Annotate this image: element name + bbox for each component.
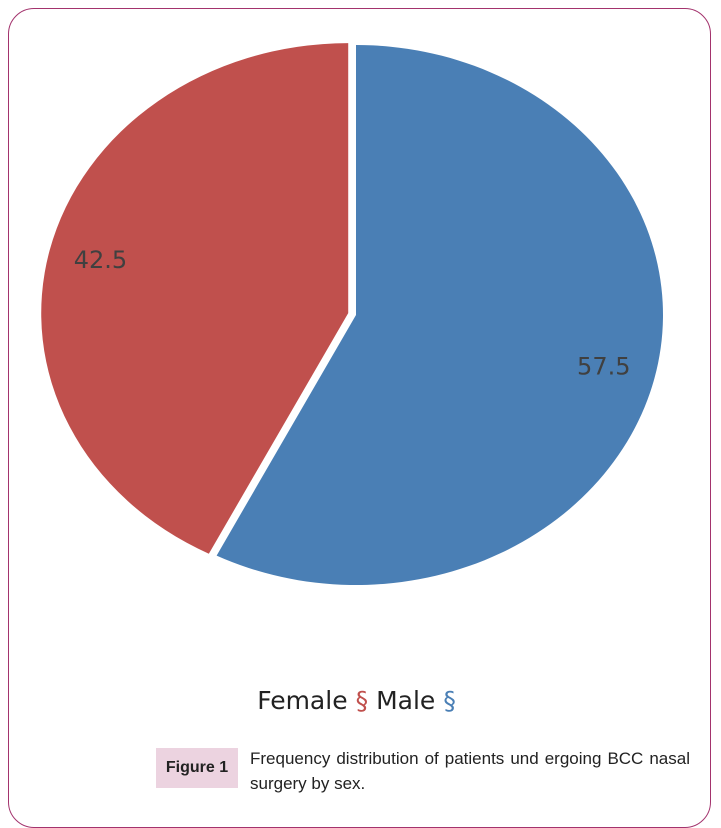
legend: Female § Male §: [0, 686, 721, 715]
figure-label: Figure 1: [156, 748, 238, 788]
legend-marker: §: [443, 686, 456, 715]
value-label: 57.5: [577, 352, 630, 380]
figure-caption: Frequency distribution of patients und e…: [250, 749, 690, 793]
page: 42.5 57.5 Female § Male § Figure 1 Frequency…: [0, 8, 721, 828]
value-label: 42.5: [74, 246, 127, 274]
chart: 42.5 57.5: [41, 43, 663, 585]
legend-marker: §: [355, 686, 369, 715]
legend-label: Male: [376, 686, 436, 715]
pie-slice: [41, 43, 349, 554]
pie-slice: [216, 45, 663, 585]
legend-label: Female: [257, 686, 348, 715]
